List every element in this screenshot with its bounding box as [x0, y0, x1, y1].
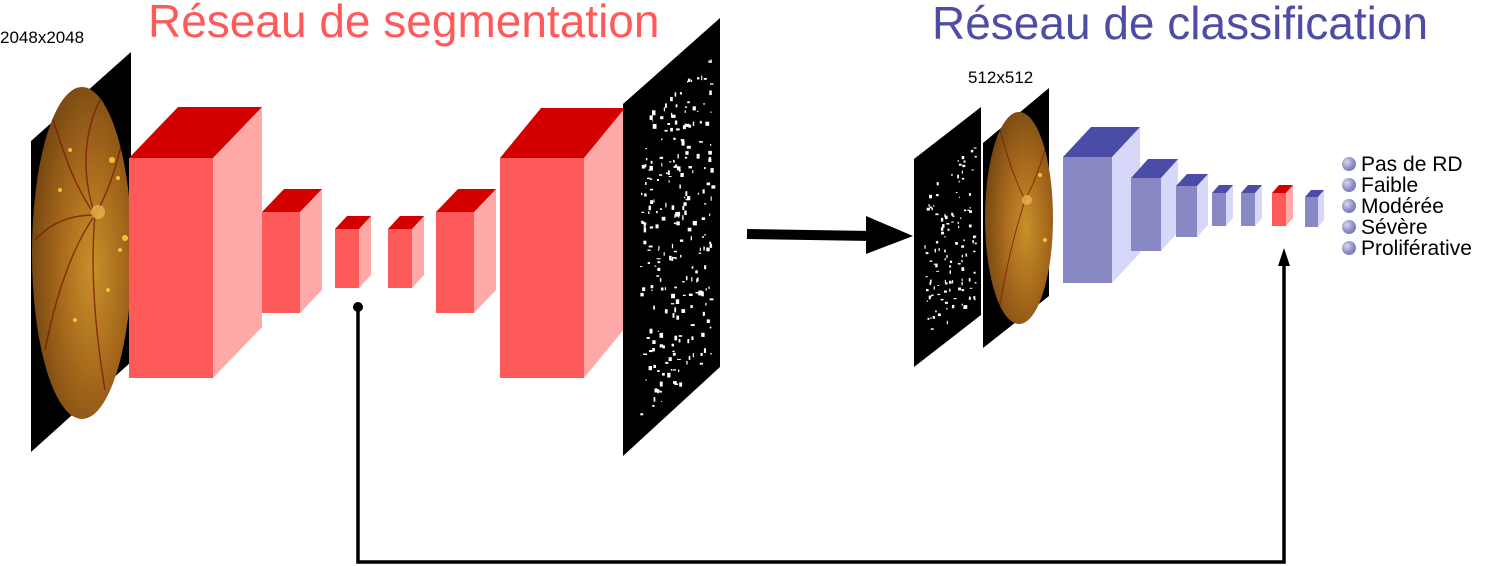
class-label: Pas de RD [1361, 153, 1463, 176]
block-front [1305, 197, 1318, 227]
block-top [262, 189, 322, 212]
block-front [1131, 178, 1161, 251]
block-front [129, 158, 213, 378]
block-side [584, 108, 625, 378]
class-label: Modérée [1361, 195, 1444, 218]
classification-network-title: Réseau de classification [932, 0, 1429, 49]
block-side [1161, 159, 1178, 251]
block-front [262, 212, 300, 313]
classification-layer-block [1131, 159, 1178, 251]
segmentation-layer-block [388, 216, 424, 288]
segmentation-mask [623, 18, 720, 456]
classification-input-size-label: 512x512 [968, 68, 1034, 87]
block-front [1272, 193, 1286, 226]
block-top [1272, 185, 1293, 193]
bullet-icon [1342, 178, 1356, 192]
block-side [412, 216, 424, 288]
block-front [436, 212, 474, 313]
block-side [359, 216, 371, 288]
classification-layer-block [1241, 185, 1262, 226]
segmentation-layer-block [129, 107, 262, 378]
class-label: Proliférative [1361, 237, 1472, 260]
segmentation-layer-block [500, 108, 625, 378]
segmentation-layer-block [335, 216, 371, 288]
block-side [300, 189, 322, 313]
classification-input-mask [914, 107, 981, 367]
block-front [335, 229, 359, 288]
block-top [129, 107, 262, 158]
block-top [335, 216, 371, 229]
input-size-label: 2048x2048 [0, 28, 85, 47]
block-top [1305, 190, 1324, 197]
block-top [1212, 185, 1233, 193]
class-label: Faible [1361, 174, 1419, 197]
block-side [474, 189, 496, 313]
block-side [1226, 185, 1233, 226]
bullet-icon [1342, 220, 1356, 234]
block-front [1241, 193, 1255, 226]
segmentation-layer-block [262, 189, 322, 313]
classification-layer-block [1063, 127, 1140, 283]
classification-input-fundus [983, 88, 1053, 348]
input-fundus-image [31, 52, 132, 452]
block-side [1255, 185, 1262, 226]
bullet-icon [1342, 199, 1356, 213]
block-front [500, 158, 584, 378]
block-side [1286, 185, 1293, 226]
classification-layer-block [1272, 185, 1293, 226]
classification-layer-block [1176, 174, 1208, 237]
block-top [1131, 159, 1178, 178]
block-top [500, 108, 625, 158]
block-side [1318, 190, 1324, 227]
block-front [388, 229, 412, 288]
class-label: Sévère [1361, 216, 1428, 239]
block-top [1063, 127, 1140, 157]
skip-connection-arrow [353, 248, 1290, 564]
bullet-icon [1342, 157, 1356, 171]
block-top [388, 216, 424, 229]
classification-layer-block [1305, 190, 1324, 227]
block-side [1197, 174, 1208, 237]
classification-layer-block [1212, 185, 1233, 226]
block-top [1241, 185, 1262, 193]
segmentation-network-title: Réseau de segmentation [148, 0, 660, 47]
block-top [436, 189, 496, 212]
block-side [213, 107, 262, 378]
block-front [1063, 157, 1112, 283]
segmentation-layer-block [436, 189, 496, 313]
block-top [1176, 174, 1208, 186]
arrow-seg-to-cls [746, 216, 913, 254]
bullet-icon [1342, 241, 1356, 255]
block-front [1176, 186, 1197, 237]
block-front [1212, 193, 1226, 226]
